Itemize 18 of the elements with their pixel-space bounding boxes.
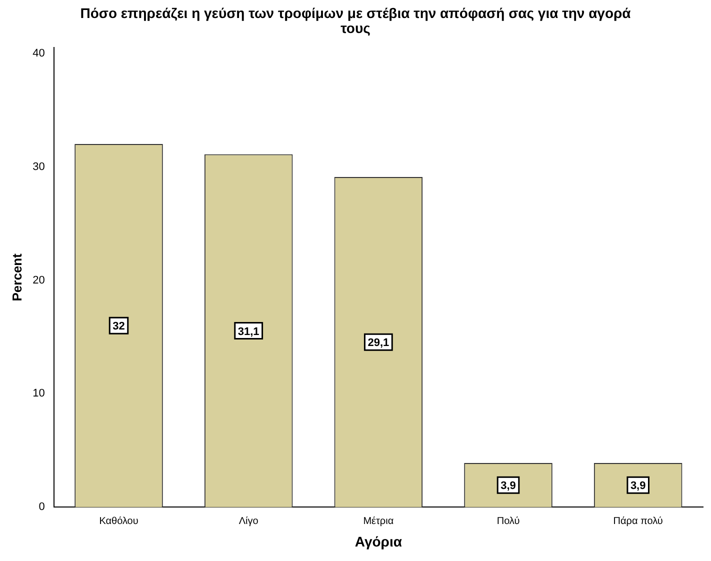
x-tick-label: Καθόλου [99,516,138,527]
y-tick-label: 20 [32,274,45,286]
y-tick-label: 10 [32,388,45,400]
x-tick-label: Λίγο [238,516,259,527]
data-label: 31,1 [238,326,260,338]
data-label: 3,9 [630,480,646,492]
x-tick-label: Μέτρια [363,516,394,527]
x-tick-label: Πολύ [496,516,520,527]
y-tick-label: 30 [32,160,45,173]
data-label: 29,1 [368,337,390,350]
y-axis-title: Percent [9,252,24,302]
y-tick-label: 40 [32,47,45,60]
y-tick-label: 0 [38,501,45,514]
x-axis-title: Αγόρια [354,533,402,550]
data-label: 3,9 [500,480,516,492]
data-label: 32 [112,320,125,333]
x-tick-label: Πάρα πολύ [613,516,663,527]
chart-title: Πόσο επηρεάζει η γεύση των τροφίμων με στέβια την απόφασή σας για την αγορά τους [79,5,632,38]
